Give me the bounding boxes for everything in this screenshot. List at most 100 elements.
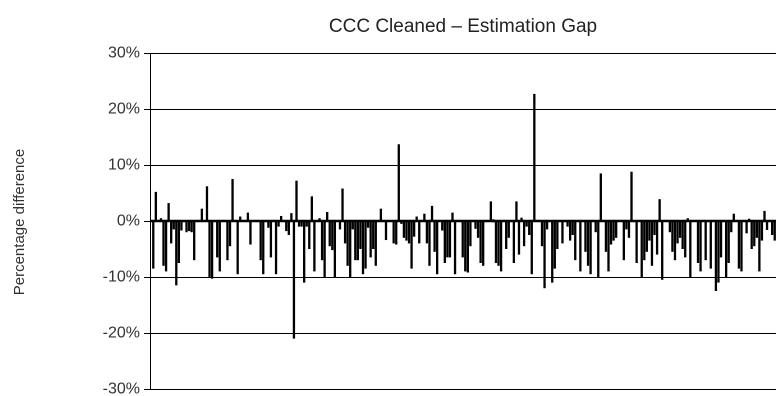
bar — [297, 220, 301, 227]
bar — [405, 220, 408, 241]
bar — [765, 220, 769, 230]
bar — [246, 212, 250, 222]
bar — [643, 220, 646, 261]
bar — [310, 196, 313, 222]
bar — [737, 220, 741, 269]
bar — [515, 201, 518, 222]
bar — [361, 220, 365, 275]
bar — [328, 220, 331, 247]
bar — [351, 220, 354, 230]
bar — [678, 220, 682, 238]
bar — [714, 220, 718, 291]
bar — [269, 220, 273, 258]
bar — [285, 220, 288, 232]
bar — [745, 220, 748, 234]
bar — [622, 220, 625, 261]
bar — [323, 220, 326, 277]
bar — [412, 220, 416, 237]
bar — [658, 199, 661, 222]
bar — [262, 220, 265, 275]
bar — [397, 144, 400, 222]
bar — [699, 220, 702, 272]
bar — [356, 220, 360, 261]
bar — [292, 220, 296, 339]
y-tick-label: -20% — [103, 325, 140, 342]
bar — [333, 220, 337, 277]
bar — [661, 220, 664, 280]
bar — [274, 220, 278, 275]
bar — [277, 220, 280, 227]
bar — [604, 220, 608, 252]
bar — [428, 220, 431, 266]
bar — [540, 220, 544, 247]
bar — [528, 220, 531, 235]
bar — [599, 173, 602, 222]
bar — [443, 220, 446, 263]
bar — [494, 220, 498, 263]
bar — [193, 220, 196, 261]
bar — [507, 220, 510, 238]
bar — [574, 220, 577, 261]
bar — [461, 220, 464, 258]
bar — [415, 216, 418, 222]
bar — [402, 220, 406, 238]
bar — [773, 220, 776, 241]
bar — [216, 220, 219, 258]
bar — [750, 220, 753, 249]
bar — [300, 220, 303, 227]
bar — [464, 220, 467, 272]
bar — [579, 220, 582, 272]
bar — [185, 220, 188, 233]
bar — [489, 201, 493, 222]
bar-series — [150, 93, 776, 339]
bar — [295, 180, 298, 222]
bar — [205, 186, 209, 222]
bar — [366, 220, 370, 228]
bar — [469, 220, 472, 247]
bar — [517, 220, 521, 255]
bar — [556, 220, 559, 249]
bar — [287, 220, 290, 235]
bar — [771, 220, 774, 235]
bar — [758, 220, 761, 272]
bar — [704, 220, 707, 261]
bar — [627, 220, 631, 238]
bar — [154, 191, 157, 222]
bar — [239, 216, 242, 222]
bar — [474, 220, 477, 229]
bar — [267, 220, 270, 228]
bar — [180, 220, 183, 231]
bar — [640, 220, 643, 277]
bar — [609, 220, 613, 245]
bar — [668, 220, 672, 233]
bar — [259, 220, 262, 261]
bar — [423, 213, 426, 222]
bar — [466, 220, 469, 273]
bar — [597, 220, 600, 277]
bar — [218, 220, 221, 272]
bar — [354, 220, 357, 261]
bar — [612, 220, 615, 241]
bar — [359, 220, 362, 249]
y-axis-label: Percentage difference — [11, 149, 28, 296]
bar — [543, 220, 546, 289]
bar — [453, 220, 457, 275]
bar — [418, 220, 421, 244]
bar — [653, 220, 656, 235]
bar — [727, 220, 730, 263]
bar — [164, 220, 168, 272]
bar — [505, 220, 508, 249]
bar — [625, 220, 628, 230]
bar — [190, 220, 193, 233]
y-axis: 30% 20% 10% 0% -10% -20% -30% — [103, 45, 151, 396]
bar — [305, 220, 308, 227]
bar — [740, 220, 743, 272]
bar — [760, 220, 764, 241]
bar — [369, 220, 372, 258]
bar — [732, 213, 735, 222]
y-tick-label: 10% — [108, 157, 140, 174]
bar — [177, 220, 181, 263]
bar — [170, 220, 173, 244]
bar — [249, 220, 252, 245]
